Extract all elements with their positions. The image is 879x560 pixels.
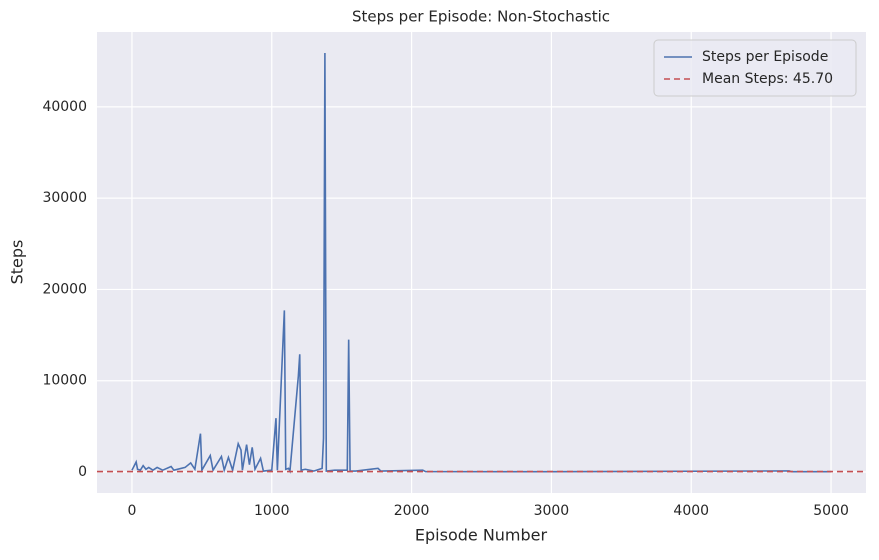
x-tick-label: 5000 [813,503,849,519]
plot-area [97,32,866,493]
y-tick-label: 0 [78,464,87,480]
legend-label: Mean Steps: 45.70 [702,71,833,87]
legend-label: Steps per Episode [702,49,828,65]
chart-title: Steps per Episode: Non-Stochastic [352,8,610,26]
x-tick-label: 4000 [673,503,709,519]
x-tick-label: 0 [127,503,136,519]
x-tick-label: 1000 [254,503,290,519]
legend-box [653,39,857,97]
y-tick-label: 10000 [42,373,87,389]
data-line [131,52,832,474]
y-tick-label: 20000 [42,281,87,297]
x-tick-label: 3000 [534,503,570,519]
y-axis-label: Steps [8,240,27,285]
x-axis-label: Episode Number [415,526,548,545]
y-tick-label: 30000 [42,190,87,206]
y-tick-label: 40000 [42,99,87,115]
x-tick-label: 2000 [394,503,430,519]
